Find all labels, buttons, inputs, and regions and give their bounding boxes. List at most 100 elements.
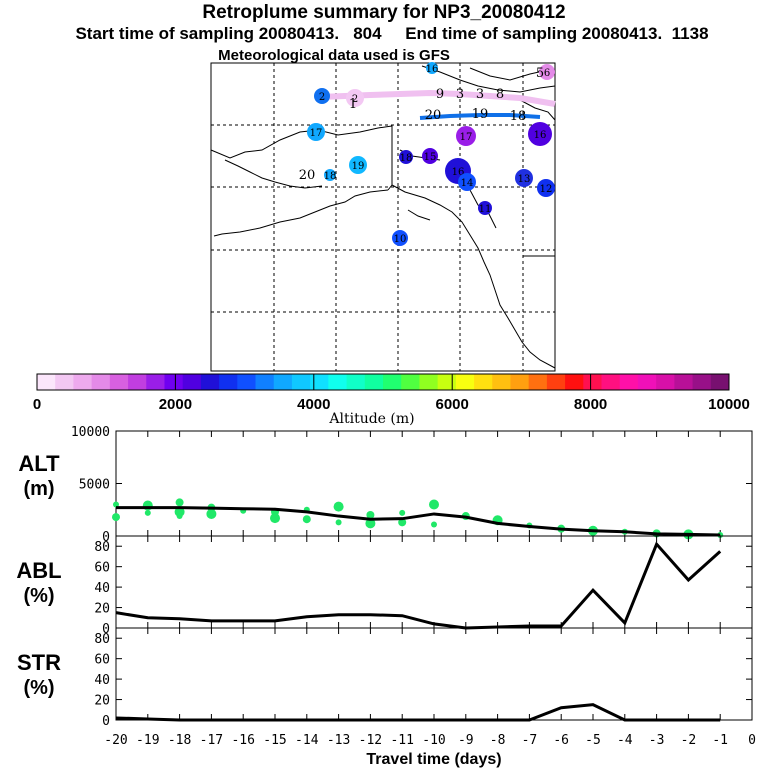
map-marker — [528, 122, 552, 146]
x-tick-label: -16 — [231, 733, 254, 748]
y-tick-label: 60 — [94, 561, 110, 576]
map-marker-label: 10 — [394, 234, 407, 245]
colorbar-tick-label: 4000 — [297, 396, 330, 413]
met-data-note: Meteorological data used is GFS — [218, 47, 450, 64]
altitude-sample-dot — [175, 498, 184, 507]
colorbar-swatch — [146, 374, 165, 390]
colorbar-swatch — [656, 374, 675, 390]
colorbar-swatch — [455, 374, 475, 390]
chart-title: Retroplume summary for NP3_20080412 — [202, 2, 566, 23]
colorbar-swatch — [692, 374, 712, 390]
x-tick-label: -20 — [104, 733, 127, 748]
y-tick-label: 80 — [94, 632, 110, 647]
map-marker-label: 18 — [510, 109, 527, 124]
sampling-times: Start time of sampling 20080413. 804 End… — [75, 24, 709, 43]
map-marker-label: 16 — [426, 64, 439, 75]
colorbar-swatch — [328, 374, 348, 390]
altitude-sample-dot — [333, 501, 344, 512]
map-marker-label: 5 — [536, 66, 544, 81]
map-marker-label: 6 — [544, 68, 550, 79]
x-tick-label: -12 — [359, 733, 382, 748]
map-marker-label: 13 — [518, 174, 531, 185]
colorbar-title: Altitude (m) — [328, 411, 414, 427]
map-marker-label: 16 — [452, 167, 465, 178]
map-marker-label: 18 — [324, 171, 337, 182]
colorbar-swatch — [237, 374, 257, 390]
altitude-sample-dot — [302, 515, 311, 524]
map-marker-label: 12 — [540, 184, 553, 195]
colorbar-swatch — [510, 374, 530, 390]
colorbar-tick-label: 10000 — [708, 396, 750, 413]
altitude-sample-dot — [206, 508, 217, 519]
x-tick-label: -15 — [263, 733, 286, 748]
x-tick-label: 0 — [748, 733, 756, 748]
x-tick-label: -13 — [327, 733, 350, 748]
map-marker-label: 2 — [352, 94, 358, 105]
y-tick-label: 20 — [94, 602, 110, 617]
colorbar-swatch — [710, 374, 730, 390]
map-marker-label: 20 — [425, 108, 442, 123]
x-tick-label: -5 — [585, 733, 601, 748]
altitude-sample-dot — [335, 519, 342, 526]
y-axis-label: ABL — [16, 558, 61, 583]
map-marker — [349, 156, 367, 174]
map-marker — [314, 88, 330, 104]
map-marker-label: 3 — [456, 87, 464, 102]
map-marker — [392, 230, 408, 246]
x-tick-label: -1 — [712, 733, 728, 748]
altitude-sample-dot — [176, 513, 183, 520]
x-tick-label: -4 — [617, 733, 633, 748]
x-tick-label: -6 — [553, 733, 569, 748]
y-tick-label: 40 — [94, 673, 110, 688]
y-tick-label: 60 — [94, 653, 110, 668]
map-marker-label: 16 — [534, 130, 547, 141]
plume-track-mid — [419, 113, 541, 120]
map-marker — [478, 201, 492, 215]
altitude-sample-dot — [174, 506, 185, 517]
colorbar-swatch — [528, 374, 548, 390]
colorbar-swatch — [601, 374, 621, 390]
x-tick-label: -14 — [295, 733, 319, 748]
map-marker-label: 11 — [479, 204, 492, 215]
panel-abl: ABL(%) 0 20 40 60 80 — [16, 535, 753, 637]
colorbar-frame — [36, 373, 730, 391]
colorbar-swatch — [164, 374, 184, 390]
map-marker-label: 9 — [436, 87, 444, 102]
map-marker-label: 2 — [319, 92, 325, 103]
map-marker-label: 3 — [476, 87, 484, 102]
colorbar-swatch — [91, 374, 111, 390]
colorbar-tick-label: 0 — [33, 396, 41, 413]
map-marker-label: 17 — [460, 132, 473, 143]
time-series-panels: ALT(m)0500010000ABL(%)020406080STR(%)020… — [16, 425, 756, 768]
x-tick-label: -11 — [390, 733, 413, 748]
y-tick-label: 0 — [102, 530, 110, 545]
altitude-sample-dot — [365, 518, 376, 529]
colorbar-swatch — [583, 374, 603, 390]
y-tick-label: 5000 — [79, 478, 110, 493]
coastline — [210, 65, 556, 369]
series-line — [115, 541, 722, 630]
colorbar-swatch — [55, 374, 74, 390]
colorbar-tick-label: 6000 — [436, 396, 469, 413]
x-tick-label: -3 — [649, 733, 665, 748]
y-tick-label: 0 — [102, 622, 110, 637]
map-marker-label: 17 — [310, 128, 323, 139]
y-tick-label: 10000 — [71, 425, 110, 440]
colorbar-tick-label: 2000 — [159, 396, 192, 413]
y-axis-label: (m) — [23, 478, 54, 500]
series-line — [115, 703, 721, 722]
map-marker — [324, 169, 336, 181]
colorbar-swatch — [401, 374, 420, 390]
map-marker — [537, 179, 555, 197]
x-tick-label: -17 — [200, 733, 223, 748]
map-marker-label: 19 — [472, 107, 489, 122]
map-marker — [346, 89, 364, 107]
altitude-colorbar — [36, 373, 730, 391]
altitude-sample-dot — [144, 509, 151, 516]
colorbar-swatch — [364, 374, 384, 390]
altitude-sample-dot — [112, 513, 120, 522]
map-marker — [426, 62, 438, 74]
